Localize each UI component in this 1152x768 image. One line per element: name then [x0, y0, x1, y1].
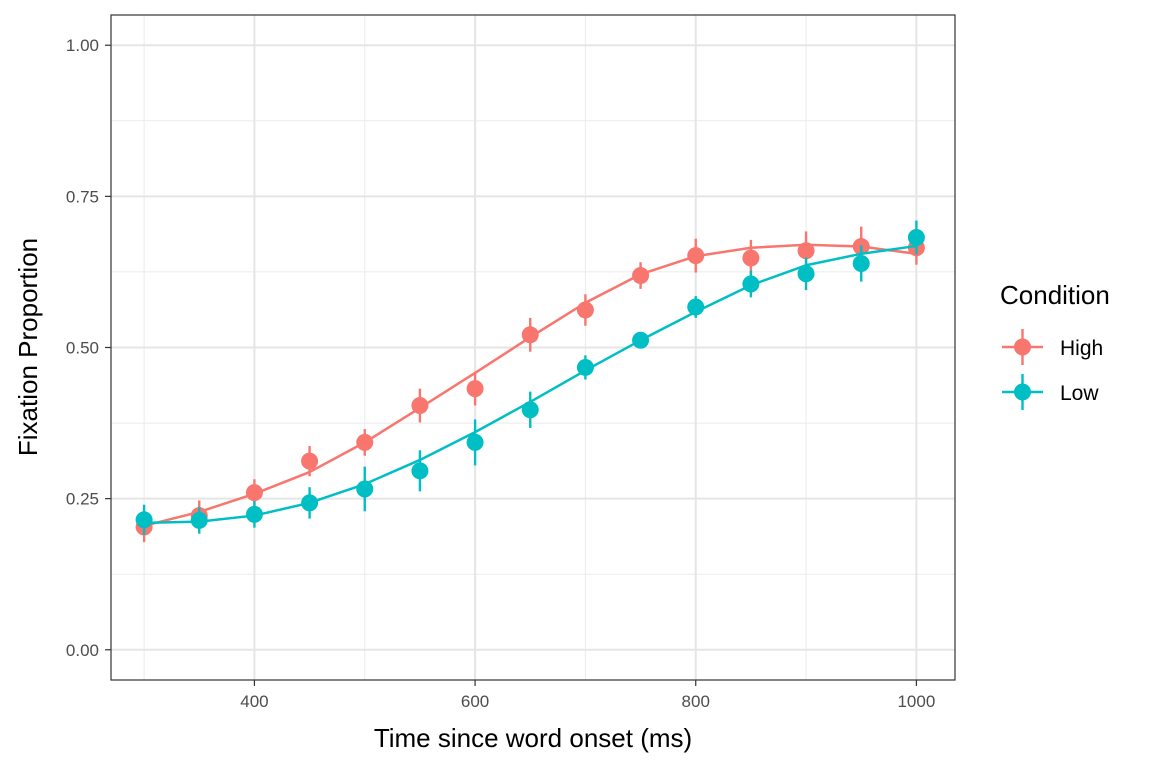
y-tick-label: 0.75 [66, 187, 99, 206]
data-point [742, 249, 760, 267]
legend-item-low: Low [1002, 374, 1099, 410]
grid-lines [111, 15, 955, 680]
data-point [135, 511, 153, 529]
y-axis-title: Fixation Proportion [13, 238, 43, 456]
data-point [576, 301, 594, 319]
data-point [356, 480, 374, 498]
data-point [356, 433, 374, 451]
data-point [907, 228, 925, 246]
legend-title: Condition [1000, 280, 1110, 310]
x-tick-label: 400 [240, 692, 268, 711]
data-point [797, 242, 815, 260]
x-tick-label: 800 [682, 692, 710, 711]
fit-line [143, 243, 917, 528]
y-tick-label: 0.50 [66, 339, 99, 358]
y-tick-label: 0.25 [66, 490, 99, 509]
x-tick-label: 600 [461, 692, 489, 711]
data-point [411, 462, 429, 480]
data-point [301, 452, 319, 470]
data-point [797, 265, 815, 283]
data-point [190, 511, 208, 529]
data-point [576, 358, 594, 376]
series-layer [135, 220, 925, 543]
data-point [632, 267, 650, 285]
legend-key-point [1014, 338, 1031, 356]
data-point [742, 275, 760, 293]
x-axis-title: Time since word onset (ms) [374, 723, 692, 753]
data-point [687, 298, 705, 316]
data-point [466, 380, 484, 398]
data-point [687, 247, 705, 265]
fit-line [144, 244, 917, 525]
legend-items: High Low [1002, 329, 1103, 410]
series-low [135, 220, 925, 535]
data-point [245, 505, 263, 523]
data-point [466, 433, 484, 451]
data-point [521, 401, 539, 419]
data-point [301, 494, 319, 512]
legend-label: High [1060, 337, 1103, 360]
axes: 0.00 0.25 0.50 0.75 1.00 400 600 800 1000 [66, 36, 935, 711]
legend-item-high: High [1002, 329, 1103, 365]
y-tick-label: 1.00 [66, 36, 99, 55]
data-point [632, 331, 650, 349]
legend: Condition High Low [1000, 280, 1110, 410]
data-point [245, 484, 263, 502]
data-point [852, 254, 870, 272]
legend-label: Low [1060, 382, 1099, 405]
y-tick-label: 0.00 [66, 641, 99, 660]
data-point [411, 397, 429, 415]
x-tick-label: 1000 [897, 692, 935, 711]
legend-key-point [1014, 383, 1031, 401]
data-point [521, 326, 539, 344]
